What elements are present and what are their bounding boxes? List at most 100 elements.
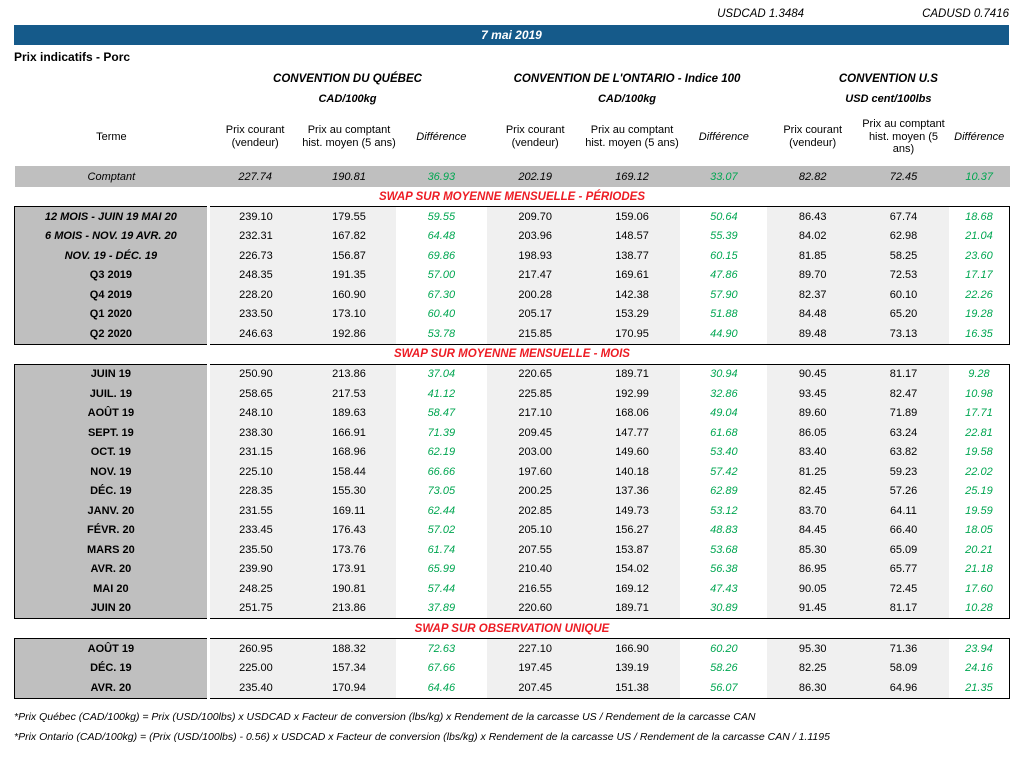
difference-cell: 48.83 bbox=[680, 520, 768, 540]
difference-cell: 72.63 bbox=[395, 638, 487, 659]
price-cell: 169.11 bbox=[302, 501, 396, 521]
price-cell: 159.06 bbox=[583, 206, 681, 227]
price-cell: 84.48 bbox=[767, 304, 859, 324]
difference-cell: 23.60 bbox=[948, 246, 1010, 266]
term-cell: OCT. 19 bbox=[14, 442, 210, 462]
price-cell: 176.43 bbox=[302, 520, 396, 540]
difference-cell: 57.42 bbox=[680, 462, 768, 482]
price-cell: 228.20 bbox=[208, 285, 303, 305]
price-cell: 93.45 bbox=[767, 384, 859, 404]
difference-cell: 64.48 bbox=[395, 226, 487, 246]
price-cell: 226.73 bbox=[208, 246, 303, 266]
price-cell: 156.87 bbox=[302, 246, 396, 266]
difference-cell: 23.94 bbox=[948, 638, 1010, 659]
table-row: DÉC. 19 228.35 155.30 73.05 200.25 137.36 62.8… bbox=[14, 481, 1010, 501]
term-cell: Comptant bbox=[14, 166, 209, 187]
section-title-row: SWAP SUR OBSERVATION UNIQUE bbox=[14, 618, 1010, 639]
price-cell: 233.50 bbox=[208, 304, 303, 324]
difference-cell: 61.74 bbox=[395, 540, 487, 560]
difference-cell: 19.58 bbox=[948, 442, 1010, 462]
price-cell: 233.45 bbox=[208, 520, 303, 540]
difference-cell: 30.89 bbox=[680, 598, 768, 619]
price-cell: 169.61 bbox=[583, 265, 681, 285]
unit-us: USD cent/100lbs bbox=[845, 93, 932, 105]
price-cell: 86.95 bbox=[767, 559, 859, 579]
difference-cell: 60.20 bbox=[680, 638, 768, 659]
difference-cell: 18.68 bbox=[948, 206, 1010, 227]
difference-cell: 47.86 bbox=[680, 265, 768, 285]
section-title: SWAP SUR MOYENNE MENSUELLE - PÉRIODES bbox=[14, 187, 1010, 207]
price-cell: 191.35 bbox=[302, 265, 396, 285]
section-title-body: SWAP SUR MOYENNE MENSUELLE - MOIS bbox=[14, 344, 1010, 364]
price-table: CONVENTION DU QUÉBEC CONVENTION DE L'ONT… bbox=[14, 68, 1010, 699]
difference-cell: 56.38 bbox=[680, 559, 768, 579]
price-cell: 235.40 bbox=[208, 678, 303, 698]
price-cell: 89.60 bbox=[767, 403, 859, 423]
difference-cell: 22.81 bbox=[948, 423, 1010, 443]
table-row: DÉC. 19 225.00 157.34 67.66 197.45 139.19 58.2… bbox=[14, 658, 1010, 678]
difference-cell: 21.18 bbox=[948, 559, 1010, 579]
term-cell: AVR. 20 bbox=[14, 559, 210, 579]
price-cell: 190.81 bbox=[302, 579, 396, 599]
price-cell: 189.63 bbox=[302, 403, 396, 423]
difference-cell: 51.88 bbox=[680, 304, 768, 324]
price-cell: 64.96 bbox=[858, 678, 949, 698]
section-title-body: SWAP SUR OBSERVATION UNIQUE bbox=[14, 618, 1010, 639]
table-row: OCT. 19 231.15 168.96 62.19 203.00 149.60 53.4… bbox=[14, 442, 1010, 462]
price-cell: 173.91 bbox=[302, 559, 396, 579]
price-cell: 63.24 bbox=[858, 423, 949, 443]
difference-cell: 57.44 bbox=[395, 579, 487, 599]
price-cell: 215.85 bbox=[486, 324, 584, 344]
difference-cell: 71.39 bbox=[395, 423, 487, 443]
price-cell: 189.71 bbox=[583, 364, 681, 384]
price-cell: 160.90 bbox=[302, 285, 396, 305]
table-row: MAI 20 248.25 190.81 57.44 216.55 169.12 47.43… bbox=[14, 579, 1010, 599]
price-cell: 246.63 bbox=[208, 324, 303, 344]
price-cell: 168.06 bbox=[583, 403, 681, 423]
table-row: MARS 20 235.50 173.76 61.74 207.55 153.87 53.6… bbox=[14, 540, 1010, 560]
price-cell: 81.17 bbox=[858, 364, 949, 384]
difference-cell: 33.07 bbox=[680, 166, 768, 187]
price-cell: 147.77 bbox=[583, 423, 681, 443]
price-cell: 89.48 bbox=[767, 324, 859, 344]
difference-cell: 10.37 bbox=[948, 166, 1010, 187]
price-cell: 138.77 bbox=[583, 246, 681, 266]
date-banner: 7 mai 2019 bbox=[14, 25, 1009, 45]
col-header-difference: Différence bbox=[954, 130, 1005, 143]
term-cell: FÉVR. 20 bbox=[14, 520, 210, 540]
price-cell: 60.10 bbox=[858, 285, 949, 305]
difference-cell: 17.17 bbox=[948, 265, 1010, 285]
price-cell: 167.82 bbox=[302, 226, 396, 246]
price-cell: 239.90 bbox=[208, 559, 303, 579]
price-cell: 213.86 bbox=[302, 598, 396, 619]
price-cell: 140.18 bbox=[583, 462, 681, 482]
table-row: JUIL. 19 258.65 217.53 41.12 225.85 192.99 32.… bbox=[14, 384, 1010, 404]
price-cell: 82.47 bbox=[858, 384, 949, 404]
term-cell: DÉC. 19 bbox=[14, 481, 210, 501]
table-row: JUIN 19 250.90 213.86 37.04 220.65 189.71 30.9… bbox=[14, 364, 1010, 384]
term-cell: JUIN 19 bbox=[14, 364, 210, 384]
price-cell: 248.35 bbox=[208, 265, 303, 285]
difference-cell: 67.66 bbox=[395, 658, 487, 678]
price-cell: 90.05 bbox=[767, 579, 859, 599]
difference-cell: 17.71 bbox=[948, 403, 1010, 423]
price-cell: 213.86 bbox=[302, 364, 396, 384]
difference-cell: 56.07 bbox=[680, 678, 768, 698]
col-header-difference: Différence bbox=[698, 130, 749, 143]
group-name-row: CONVENTION DU QUÉBEC CONVENTION DE L'ONT… bbox=[15, 68, 1010, 90]
difference-cell: 44.90 bbox=[680, 324, 768, 344]
usdcad-rate: USDCAD 1.3484 bbox=[717, 8, 805, 20]
section-block: 12 MOIS - JUIN 19 MAI 20 239.10 179.55 59.5… bbox=[14, 206, 1010, 344]
price-cell: 154.02 bbox=[583, 559, 681, 579]
price-cell: 90.45 bbox=[767, 364, 859, 384]
difference-cell: 37.04 bbox=[395, 364, 487, 384]
price-cell: 250.90 bbox=[208, 364, 303, 384]
difference-cell: 62.89 bbox=[680, 481, 768, 501]
difference-cell: 60.40 bbox=[395, 304, 487, 324]
term-cell: DÉC. 19 bbox=[14, 658, 210, 678]
price-cell: 197.45 bbox=[486, 658, 584, 678]
price-cell: 203.96 bbox=[486, 226, 584, 246]
unit-ontario: CAD/100kg bbox=[597, 93, 657, 105]
price-cell: 158.44 bbox=[302, 462, 396, 482]
